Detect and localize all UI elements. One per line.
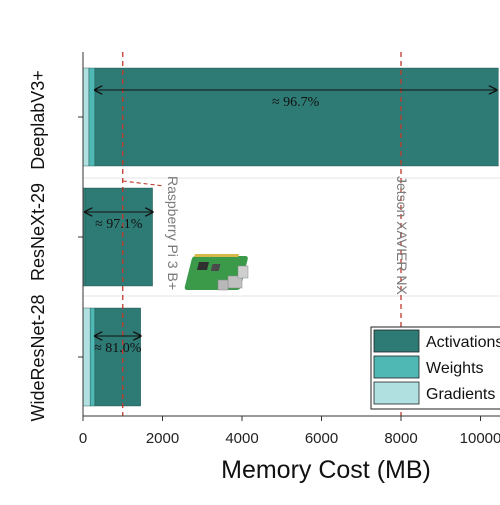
x-axis-label: Memory Cost (MB): [221, 456, 431, 484]
bar-activations-1: [84, 187, 153, 287]
bar-weights-0: [88, 67, 96, 167]
bar-gradients-2: [82, 307, 91, 407]
bar-activations-2: [94, 307, 141, 407]
x-tick-label: 6000: [305, 430, 338, 447]
reference-label-0: Raspberry Pi 3 B+: [165, 176, 181, 290]
bar-weights-2: [89, 307, 96, 407]
legend-label-1: Weights: [426, 360, 484, 377]
category-label-2: WideResNet-28: [28, 294, 48, 421]
annotation-label-1: ≈ 97.1%: [95, 217, 143, 232]
category-label-1: ResNeXt-29: [28, 183, 48, 281]
reference-label-1: Jetson XAVIER NX: [394, 176, 410, 295]
bar-gradients-0: [82, 67, 90, 167]
legend-swatch-1: [373, 355, 420, 379]
legend-swatch-0: [373, 329, 420, 353]
annotation-label-2: ≈ 81.0%: [94, 341, 142, 356]
legend: Activations Weights Gradients: [370, 326, 500, 410]
legend-label-0: Activations: [426, 334, 500, 351]
annotation-label-0: ≈ 96.7%: [272, 95, 320, 110]
x-tick-label: 8000: [384, 430, 417, 447]
legend-swatch-2: [373, 381, 420, 405]
legend-label-2: Gradients: [426, 386, 495, 403]
x-tick-label: 2000: [146, 430, 179, 447]
category-label-0: DeeplabV3+: [28, 70, 48, 170]
x-tick-label: 0: [79, 430, 87, 447]
reference-line-connector: [122, 180, 165, 187]
x-tick-label: 4000: [225, 430, 258, 447]
bar-activations-0: [94, 67, 499, 167]
raspberry-pi-board-image: [184, 254, 249, 291]
x-tick-label: 10000: [460, 430, 500, 447]
